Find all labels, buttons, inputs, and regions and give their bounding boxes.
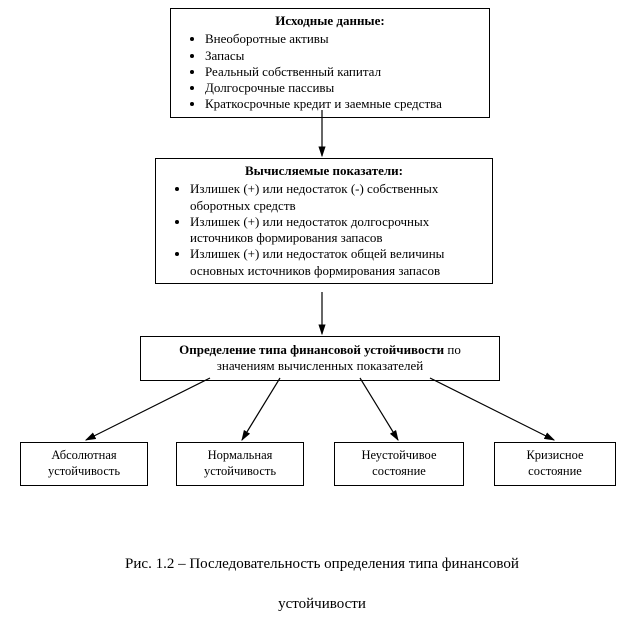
outcome-line: Кризисное [499, 448, 611, 464]
flowchart-canvas: Исходные данные: Внеоборотные активы Зап… [0, 0, 644, 638]
box1-item: Краткосрочные кредит и заемные средства [205, 96, 479, 112]
box2-list: Излишек (+) или недостаток (-) собственн… [166, 181, 482, 279]
box2-item: Излишек (+) или недостаток общей величин… [190, 246, 482, 279]
box-determination: Определение типа финансовой устойчивости… [140, 336, 500, 381]
outcome-crisis: Кризисное состояние [494, 442, 616, 486]
box2-title: Вычисляемые показатели: [166, 163, 482, 179]
outcome-line: состояние [339, 464, 459, 480]
outcome-unstable: Неустойчивое состояние [334, 442, 464, 486]
box3-text: Определение типа финансовой устойчивости… [179, 342, 461, 373]
outcome-normal: Нормальная устойчивость [176, 442, 304, 486]
box2-item: Излишек (+) или недостаток долгосрочных … [190, 214, 482, 247]
figure-caption-line2: устойчивости [0, 596, 644, 613]
box1-item: Запасы [205, 48, 479, 64]
outcome-line: устойчивость [25, 464, 143, 480]
figure-caption-line1: Рис. 1.2 – Последовательность определени… [0, 556, 644, 573]
box1-item: Реальный собственный капитал [205, 64, 479, 80]
outcome-line: устойчивость [181, 464, 299, 480]
outcome-line: Абсолютная [25, 448, 143, 464]
box-source-data: Исходные данные: Внеоборотные активы Зап… [170, 8, 490, 118]
box2-item: Излишек (+) или недостаток (-) собственн… [190, 181, 482, 214]
box1-list: Внеоборотные активы Запасы Реальный собс… [181, 31, 479, 112]
box-computed-indicators: Вычисляемые показатели: Излишек (+) или … [155, 158, 493, 284]
box1-item: Долгосрочные пассивы [205, 80, 479, 96]
outcome-absolute: Абсолютная устойчивость [20, 442, 148, 486]
outcome-line: Неустойчивое [339, 448, 459, 464]
outcome-line: Нормальная [181, 448, 299, 464]
box1-title: Исходные данные: [181, 13, 479, 29]
box3-bold: Определение типа финансовой устойчивости [179, 342, 444, 357]
box1-item: Внеоборотные активы [205, 31, 479, 47]
outcome-line: состояние [499, 464, 611, 480]
